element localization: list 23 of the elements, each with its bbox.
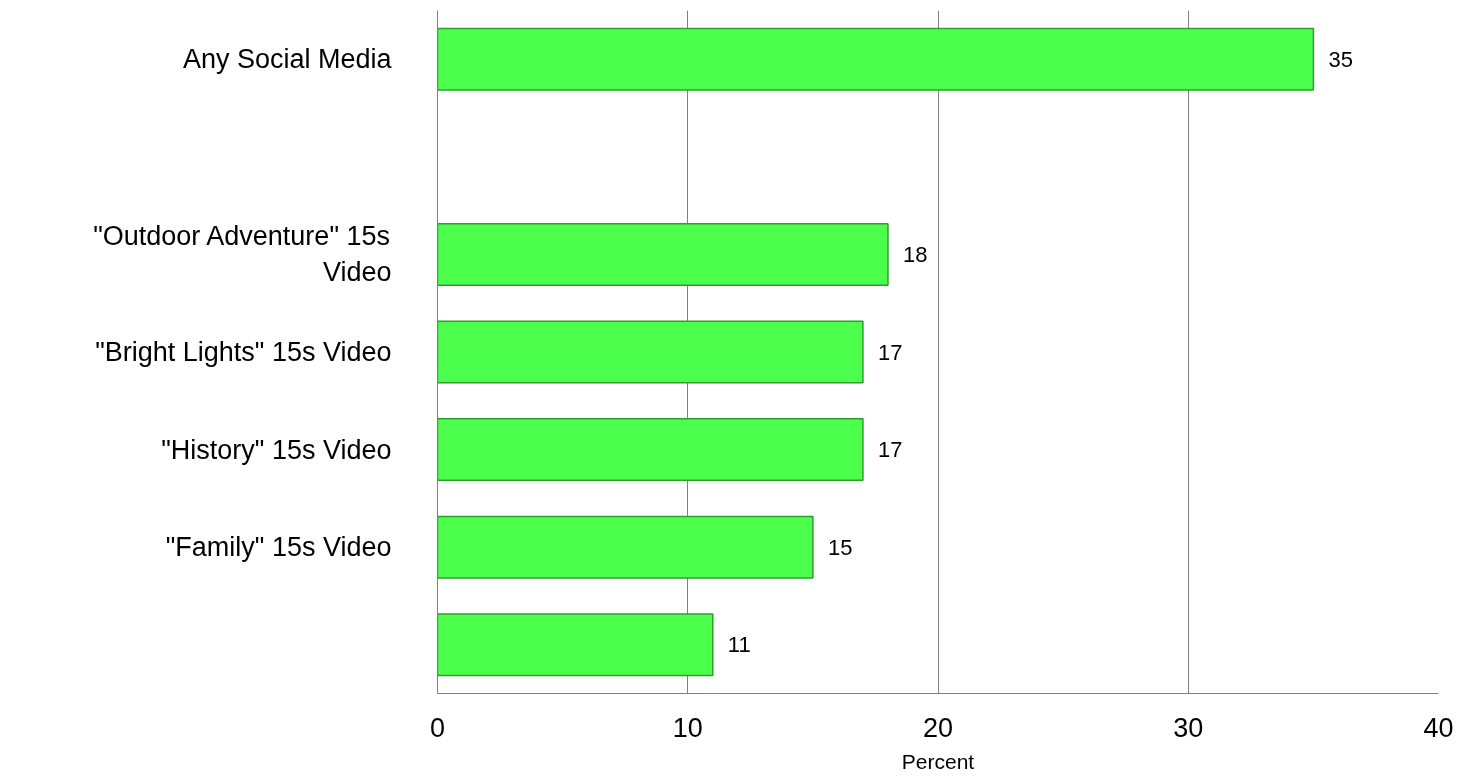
data-label: 35 bbox=[1328, 46, 1353, 72]
data-label: 18 bbox=[902, 241, 928, 267]
data-label: 11 bbox=[727, 632, 751, 658]
x-tick-label: 10 bbox=[672, 712, 703, 743]
x-tick-label: 30 bbox=[1173, 712, 1204, 743]
bar bbox=[437, 320, 864, 384]
data-label: 15 bbox=[827, 534, 853, 560]
y-tick-label: "History" 15s Video bbox=[161, 434, 392, 465]
bar bbox=[437, 222, 889, 286]
y-tick-label: Any Social Media bbox=[182, 44, 393, 75]
bar bbox=[437, 27, 1315, 91]
bar bbox=[437, 418, 864, 482]
data-label: 17 bbox=[877, 339, 903, 365]
y-tick-label: "Outdoor Adventure" 15s Video bbox=[93, 221, 392, 288]
bar bbox=[437, 613, 714, 677]
x-tick-label: 0 bbox=[429, 712, 446, 743]
y-tick-label: "Bright Lights" 15s Video bbox=[95, 337, 392, 367]
data-label: 17 bbox=[877, 437, 903, 463]
y-tick-label: "Family" 15s Video bbox=[165, 532, 392, 563]
x-tick-label: 20 bbox=[922, 712, 954, 743]
x-axis-title: Percent bbox=[901, 749, 975, 773]
bar bbox=[437, 515, 814, 579]
x-tick-label: 40 bbox=[1423, 712, 1454, 743]
